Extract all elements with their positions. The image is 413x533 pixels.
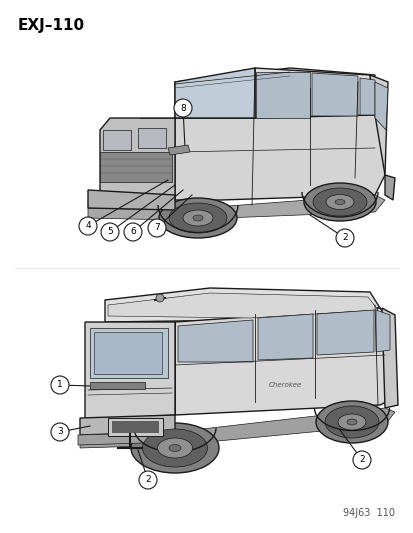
Ellipse shape — [159, 198, 236, 238]
Polygon shape — [255, 72, 309, 118]
Ellipse shape — [192, 215, 202, 221]
Polygon shape — [80, 415, 175, 435]
Text: 1: 1 — [57, 381, 63, 390]
Polygon shape — [381, 308, 397, 408]
Ellipse shape — [312, 188, 366, 216]
Polygon shape — [94, 332, 161, 374]
Ellipse shape — [131, 423, 218, 473]
Text: 2: 2 — [145, 475, 150, 484]
Circle shape — [156, 294, 164, 302]
Polygon shape — [168, 145, 190, 155]
Ellipse shape — [142, 429, 207, 467]
Ellipse shape — [169, 445, 180, 451]
Circle shape — [51, 376, 69, 394]
Polygon shape — [108, 293, 377, 318]
Ellipse shape — [324, 406, 378, 438]
Circle shape — [147, 219, 166, 237]
Circle shape — [79, 217, 97, 235]
Bar — [112, 421, 159, 433]
Polygon shape — [175, 115, 384, 200]
Polygon shape — [175, 68, 254, 118]
Bar — [103, 130, 131, 150]
Ellipse shape — [337, 414, 365, 430]
Circle shape — [101, 223, 119, 241]
Polygon shape — [316, 310, 373, 355]
Circle shape — [51, 423, 69, 441]
Polygon shape — [105, 288, 379, 322]
Bar — [138, 128, 166, 148]
Polygon shape — [90, 328, 168, 378]
Circle shape — [124, 223, 142, 241]
Text: 2: 2 — [342, 233, 347, 243]
Circle shape — [335, 229, 353, 247]
Ellipse shape — [157, 438, 192, 458]
Polygon shape — [384, 175, 394, 200]
Polygon shape — [100, 118, 175, 200]
Ellipse shape — [346, 419, 356, 425]
Circle shape — [352, 451, 370, 469]
Ellipse shape — [325, 195, 353, 209]
Text: 3: 3 — [57, 427, 63, 437]
Polygon shape — [80, 408, 394, 448]
Polygon shape — [175, 308, 389, 415]
Polygon shape — [88, 195, 384, 220]
Polygon shape — [110, 118, 254, 165]
Polygon shape — [257, 314, 312, 360]
Ellipse shape — [334, 199, 344, 205]
Text: 2: 2 — [358, 456, 364, 464]
Circle shape — [173, 99, 192, 117]
Text: 94J63  110: 94J63 110 — [342, 508, 394, 518]
Ellipse shape — [169, 203, 226, 233]
Polygon shape — [178, 320, 252, 362]
Polygon shape — [359, 78, 374, 115]
Polygon shape — [85, 322, 175, 420]
Polygon shape — [254, 68, 374, 118]
Ellipse shape — [315, 401, 387, 443]
Text: 5: 5 — [107, 228, 113, 237]
Text: EXJ–110: EXJ–110 — [18, 18, 85, 33]
Text: 4: 4 — [85, 222, 90, 230]
Circle shape — [139, 471, 157, 489]
Bar — [108, 418, 163, 436]
Polygon shape — [88, 190, 175, 210]
Text: 8: 8 — [180, 103, 185, 112]
Polygon shape — [311, 73, 357, 116]
Polygon shape — [374, 82, 387, 130]
Polygon shape — [175, 68, 374, 118]
Text: 7: 7 — [154, 223, 159, 232]
Polygon shape — [78, 432, 176, 445]
Polygon shape — [369, 75, 387, 175]
Ellipse shape — [183, 210, 212, 226]
Polygon shape — [375, 310, 389, 352]
Ellipse shape — [303, 183, 375, 221]
Text: 6: 6 — [130, 228, 135, 237]
Bar — [100, 152, 171, 182]
Bar — [90, 382, 145, 389]
Text: Cherokee: Cherokee — [268, 382, 301, 388]
